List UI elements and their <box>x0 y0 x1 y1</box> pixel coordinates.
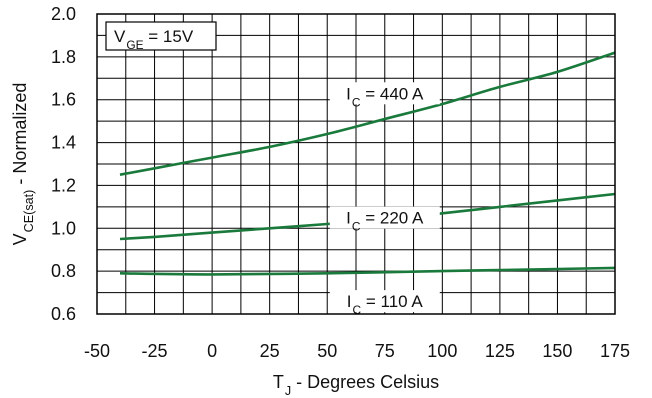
curve-label-0-rest: = 440 A <box>361 84 425 103</box>
x-tick-label: 0 <box>207 341 217 361</box>
y-tick-label: 0.8 <box>51 261 76 281</box>
legend-text-main: V <box>114 27 126 46</box>
x-axis-title-rest: - Degrees Celsius <box>291 372 439 392</box>
curve-label-2: IC = 110 A <box>347 292 424 317</box>
x-tick-label: -25 <box>142 341 168 361</box>
axis-titles: TJ - Degrees Celsius VCE(sat) - Normalize… <box>10 83 439 398</box>
y-tick-labels: 0.6 0.8 1.0 1.2 1.4 1.6 1.8 2.0 <box>51 4 76 324</box>
legend-text-rest: = 15V <box>144 27 194 46</box>
x-tick-label: 75 <box>375 341 395 361</box>
y-axis-title: VCE(sat) - Normalized <box>10 83 36 246</box>
curve-label-2-sub: C <box>353 303 362 317</box>
curve-label-1-main: I <box>346 209 351 228</box>
x-tick-label: -50 <box>84 341 110 361</box>
x-tick-label: 150 <box>542 341 572 361</box>
y-tick-label: 0.6 <box>51 304 76 324</box>
y-tick-label: 1.8 <box>51 47 76 67</box>
curve-label-background <box>329 290 440 313</box>
x-axis-title: TJ - Degrees Celsius <box>273 372 439 398</box>
curve-label-1: IC = 220 A <box>346 209 424 234</box>
y-tick-label: 1.2 <box>51 175 76 195</box>
legend-frame <box>105 21 217 51</box>
y-axis-title-main: V <box>10 233 30 245</box>
x-axis-title-main: T <box>273 372 284 392</box>
curve-label-1-sub: C <box>352 220 361 234</box>
legend-text-sub: GE <box>126 38 143 52</box>
x-tick-label: 175 <box>600 341 630 361</box>
series-line-0 <box>119 51 616 176</box>
y-axis-title-rest: - Normalized <box>10 83 30 190</box>
legend-text: VGE = 15V <box>114 27 194 52</box>
plot-frame <box>96 13 616 315</box>
x-tick-label: 100 <box>427 341 457 361</box>
curve-label-1-rest: = 220 A <box>361 209 425 228</box>
curve-label-0-sub: C <box>352 95 361 109</box>
curve-label-background <box>329 82 440 105</box>
curve-labels: IC = 440 AIC = 220 AIC = 110 A <box>329 82 440 317</box>
curve-label-0-main: I <box>346 84 351 103</box>
y-tick-label: 2.0 <box>51 4 76 24</box>
legend-box: VGE = 15V <box>105 21 217 52</box>
curve-label-background <box>329 206 440 229</box>
x-axis-title-sub: J <box>285 384 291 398</box>
x-tick-label: 125 <box>485 341 515 361</box>
x-tick-label: 50 <box>317 341 337 361</box>
x-tick-label: 25 <box>260 341 280 361</box>
y-tick-label: 1.4 <box>51 133 76 153</box>
curve-label-0: IC = 440 A <box>346 84 424 109</box>
curve-label-2-rest: = 110 A <box>361 292 423 311</box>
y-tick-label: 1.0 <box>51 218 76 238</box>
y-tick-label: 1.6 <box>51 90 76 110</box>
curve-label-2-main: I <box>347 292 352 311</box>
y-axis-title-sub: CE(sat) <box>22 190 36 233</box>
series-line-2 <box>119 266 616 276</box>
x-tick-labels: -50 -25 0 25 50 75 100 125 150 175 <box>84 341 630 361</box>
